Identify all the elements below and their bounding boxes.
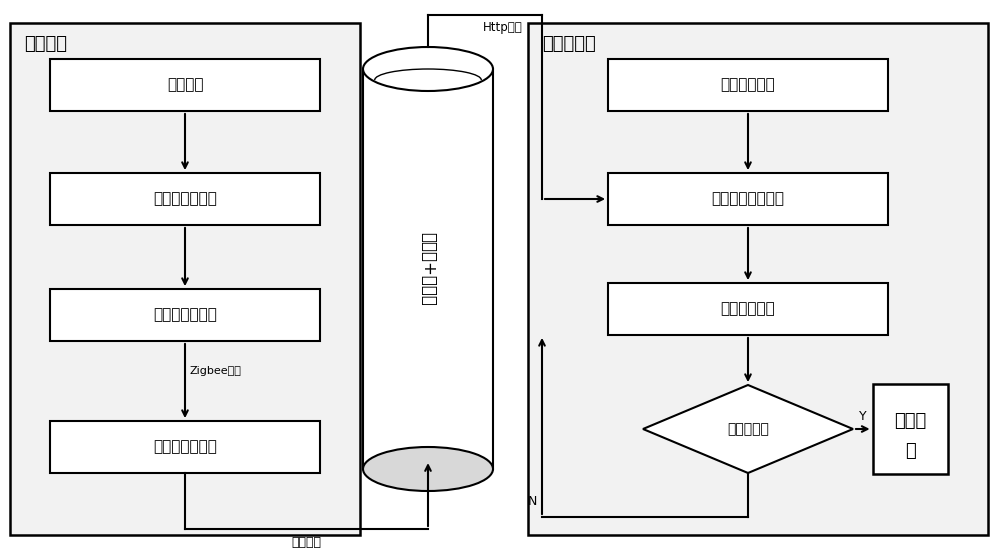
Text: 处理器处理数据: 处理器处理数据 (153, 307, 217, 323)
Bar (363, 69, 493, 469)
Text: 协调器接受数据: 协调器接受数据 (153, 439, 217, 455)
Bar (608, 283, 888, 335)
Text: 手机报: 手机报 (894, 412, 926, 430)
Bar (10, 23, 360, 535)
Text: 超过警戒值: 超过警戒值 (727, 422, 769, 436)
Ellipse shape (363, 47, 493, 91)
Text: 传感器采集数据: 传感器采集数据 (153, 192, 217, 207)
Bar (872, 384, 948, 474)
Text: 向发送服务器请求: 向发送服务器请求 (712, 192, 784, 207)
Bar (50, 59, 320, 111)
Polygon shape (643, 385, 853, 473)
Bar (50, 173, 320, 225)
Ellipse shape (363, 447, 493, 491)
Text: Http请求: Http请求 (483, 21, 523, 34)
Text: Y: Y (859, 410, 867, 423)
Text: N: N (528, 495, 537, 508)
Text: 服务器+数据库: 服务器+数据库 (419, 232, 437, 306)
Bar (608, 173, 888, 225)
Bar (608, 59, 888, 111)
Bar (50, 289, 320, 341)
Text: 客户端初始化: 客户端初始化 (721, 77, 775, 92)
Bar (50, 421, 320, 473)
Bar (528, 23, 988, 535)
Text: 客户端软件: 客户端软件 (542, 35, 596, 53)
Text: 串口通信: 串口通信 (292, 536, 322, 549)
Text: Zigbee网络: Zigbee网络 (190, 366, 242, 376)
Text: 接收数据显示: 接收数据显示 (721, 301, 775, 316)
Text: 支持硬件: 支持硬件 (24, 35, 67, 53)
Text: 设备启动: 设备启动 (167, 77, 203, 92)
Text: 警: 警 (905, 442, 915, 460)
